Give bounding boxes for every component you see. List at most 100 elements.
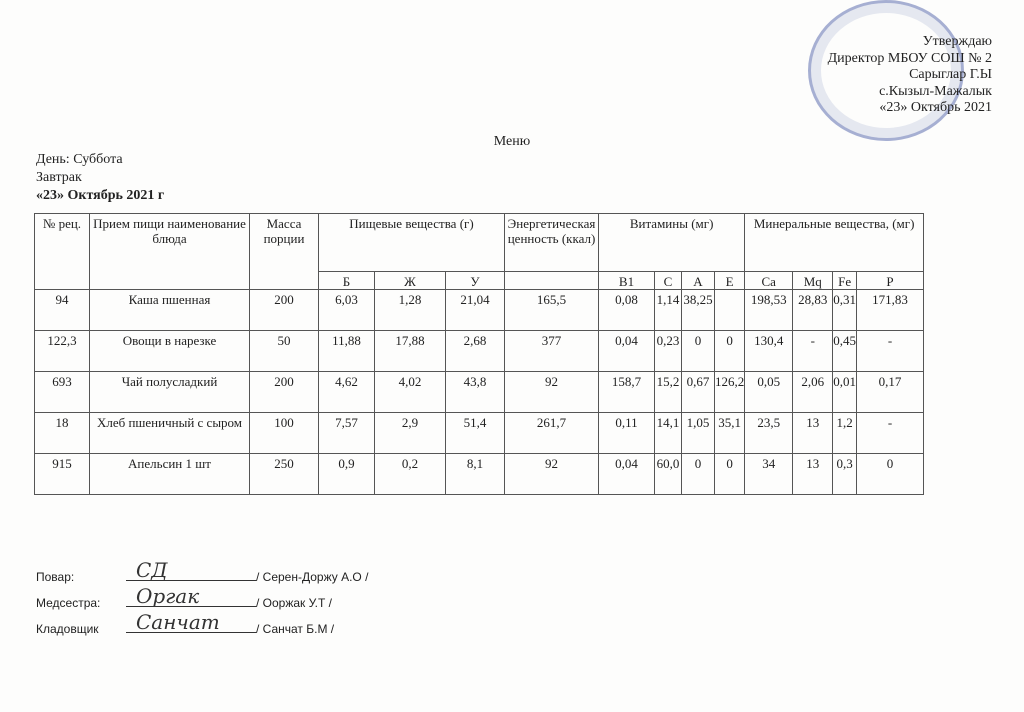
table-cell: 200 <box>249 371 319 413</box>
table-cell: 0,04 <box>598 330 655 372</box>
table-cell: 0,05 <box>744 371 794 413</box>
seal-stamp <box>808 0 964 141</box>
handwritten-signature: Санчат <box>136 610 220 634</box>
table-cell: - <box>856 330 924 372</box>
table-cell: 1,28 <box>374 289 446 331</box>
table-cell: 1,14 <box>654 289 682 331</box>
table-cell: 130,4 <box>744 330 794 372</box>
table-cell: 158,7 <box>598 371 655 413</box>
menu-table: № рец. Прием пищи наименование блюда Мас… <box>34 213 924 495</box>
signer-name: / Санчат Б.М / <box>256 622 335 636</box>
table-cell: 0,04 <box>598 453 655 495</box>
table-cell: 35,1 <box>713 412 746 454</box>
table-cell: 200 <box>249 289 319 331</box>
table-cell: 261,7 <box>504 412 599 454</box>
table-cell: 7,57 <box>318 412 375 454</box>
table-cell: 377 <box>504 330 599 372</box>
subheader-cell: P <box>856 271 924 290</box>
signature-field: СД <box>126 558 256 582</box>
table-cell: 250 <box>249 453 319 495</box>
signature-field: Оргак <box>126 584 256 608</box>
table-cell: 92 <box>504 453 599 495</box>
table-cell: 915 <box>34 453 90 495</box>
table-cell: 4,62 <box>318 371 375 413</box>
header-num: № рец. <box>34 213 90 290</box>
table-cell: 0,31 <box>832 289 857 331</box>
table-cell: 21,04 <box>445 289 505 331</box>
table-cell: 0,17 <box>856 371 924 413</box>
table-cell: 100 <box>249 412 319 454</box>
subheader-cell: В1 <box>598 271 655 290</box>
subheader-cell: Fe <box>832 271 857 290</box>
table-cell: 0 <box>681 453 715 495</box>
approval-line: «23» Октябрь 2021 <box>879 100 992 115</box>
table-cell: 51,4 <box>445 412 505 454</box>
table-cell: 126,2 <box>713 371 746 413</box>
table-cell <box>713 289 746 331</box>
table-cell: 8,1 <box>445 453 505 495</box>
table-cell: 11,88 <box>318 330 375 372</box>
header-vitamins: Витамины (мг) <box>597 213 746 272</box>
subheader-cell: У <box>445 271 505 290</box>
table-cell: 0,3 <box>832 453 857 495</box>
table-cell: Апельсин 1 шт <box>89 453 250 495</box>
table-cell: 94 <box>34 289 90 331</box>
signer-name: / Ооржак У.Т / <box>256 596 332 610</box>
table-cell: 0 <box>856 453 924 495</box>
table-cell: Чай полусладкий <box>89 371 250 413</box>
table-cell: 50 <box>249 330 319 372</box>
header-name: Прием пищи наименование блюда <box>89 213 250 290</box>
table-row: 94 Каша пшенная 200 6,03 1,28 21,04 165,5 0,08 1… <box>34 289 924 331</box>
subheader-cell: Е <box>713 271 746 290</box>
page-title: Меню <box>493 134 531 149</box>
table-cell: 0,45 <box>832 330 857 372</box>
signature-line: Повар: СД / Серен-Доржу А.О / <box>36 558 369 584</box>
table-cell: 1,05 <box>681 412 715 454</box>
table-row: 18 Хлеб пшеничный с сыром 100 7,57 2,9 51,4 26… <box>34 412 924 454</box>
table-cell: 122,3 <box>34 330 90 372</box>
subheader-cell: Ж <box>374 271 446 290</box>
table-cell: 0,01 <box>832 371 857 413</box>
meal-label: Завтрак <box>36 170 82 185</box>
table-cell: 0,08 <box>598 289 655 331</box>
table-cell: 14,1 <box>654 412 682 454</box>
subheader-cell: Mq <box>792 271 834 290</box>
signer-name: / Серен-Доржу А.О / <box>256 570 369 584</box>
table-cell: 2,06 <box>792 371 834 413</box>
table-cell: 0,23 <box>654 330 682 372</box>
subheader-cell: А <box>681 271 715 290</box>
table-cell: 0 <box>713 330 746 372</box>
table-cell: 13 <box>792 453 834 495</box>
table-cell: 43,8 <box>445 371 505 413</box>
table-cell: 15,2 <box>654 371 682 413</box>
table-row: 122,3 Овощи в нарезке 50 11,88 17,88 2,68 377 0… <box>34 330 924 372</box>
table-cell: 0,9 <box>318 453 375 495</box>
subheader-cell: Ca <box>744 271 794 290</box>
role-label: Медсестра: <box>36 596 101 610</box>
table-cell: 2,68 <box>445 330 505 372</box>
table-cell: 171,83 <box>856 289 924 331</box>
table-cell: 0,11 <box>598 412 655 454</box>
subheader-cell: С <box>654 271 682 290</box>
approval-block: Утверждаю Директор МБОУ СОШ № 2 Сарыглар… <box>828 34 992 117</box>
table-cell: - <box>856 412 924 454</box>
signature-field: Санчат <box>126 610 256 634</box>
handwritten-signature: Оргак <box>136 584 200 608</box>
role-label: Кладовщик <box>36 622 99 636</box>
role-label: Повар: <box>36 570 75 584</box>
table-cell: 38,25 <box>681 289 715 331</box>
table-cell: 6,03 <box>318 289 375 331</box>
table-cell: 0 <box>681 330 715 372</box>
table-cell: Хлеб пшеничный с сыром <box>89 412 250 454</box>
table-cell: 13 <box>792 412 834 454</box>
subheader-cell: Б <box>318 271 375 290</box>
table-cell: 0 <box>713 453 746 495</box>
table-cell: 60,0 <box>654 453 682 495</box>
approval-line: Директор МБОУ СОШ № 2 <box>827 50 992 66</box>
date-label: «23» Октябрь 2021 г <box>36 188 165 203</box>
handwritten-signature: СД <box>136 558 168 582</box>
approval-line: Утверждаю <box>922 34 992 49</box>
table-cell: 23,5 <box>744 412 794 454</box>
table-cell: Каша пшенная <box>89 289 250 331</box>
header-minerals: Минеральные вещества, (мг) <box>744 213 924 272</box>
